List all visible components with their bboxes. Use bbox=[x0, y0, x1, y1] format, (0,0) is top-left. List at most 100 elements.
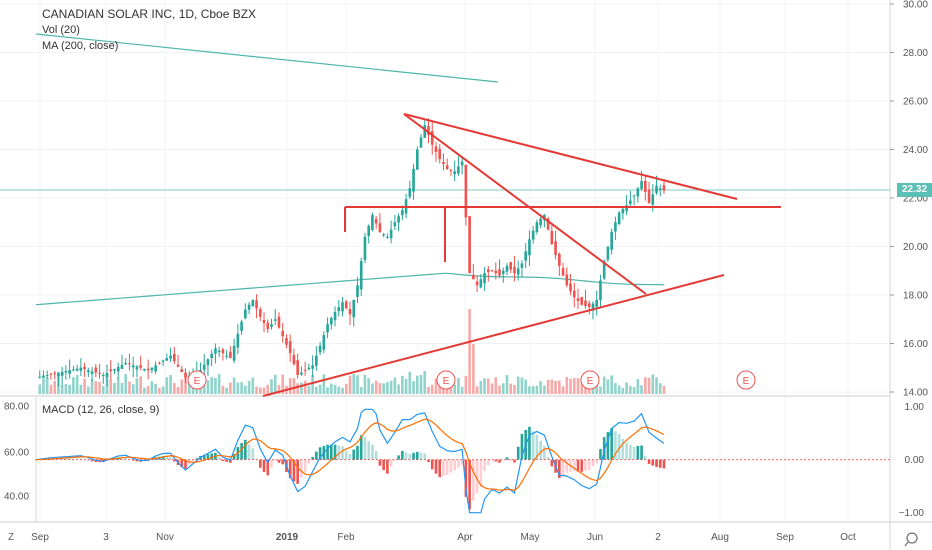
volume-bar bbox=[591, 386, 595, 394]
candle bbox=[307, 363, 311, 371]
volume-bar bbox=[206, 380, 210, 394]
candle bbox=[154, 361, 157, 374]
macd-bar bbox=[229, 459, 232, 463]
support-line[interactable] bbox=[262, 274, 725, 397]
volume-bar bbox=[161, 386, 165, 394]
candle bbox=[561, 262, 565, 277]
volume-bar bbox=[165, 377, 169, 394]
earnings-marker[interactable]: E bbox=[187, 370, 207, 390]
corner-z-icon[interactable]: Z bbox=[8, 532, 15, 543]
volume-bar bbox=[146, 385, 150, 394]
macd-bar bbox=[464, 459, 468, 497]
candle bbox=[229, 346, 232, 359]
volume-bar bbox=[501, 383, 505, 394]
volume-bar bbox=[509, 383, 513, 394]
macd-bar bbox=[543, 445, 546, 460]
volume-bar bbox=[389, 380, 393, 394]
volume-bar bbox=[251, 377, 255, 394]
volume-bar bbox=[131, 384, 135, 394]
ma-line-upper bbox=[35, 33, 499, 83]
volume-bar bbox=[382, 383, 385, 394]
volume-bar bbox=[173, 382, 176, 394]
macd-bar bbox=[79, 458, 83, 460]
candles bbox=[38, 118, 666, 387]
macd-bar bbox=[60, 458, 64, 460]
candle bbox=[371, 212, 374, 232]
macd-bar bbox=[359, 435, 363, 460]
macd-bar bbox=[610, 427, 613, 460]
candle bbox=[83, 362, 86, 378]
candle bbox=[430, 122, 434, 155]
volume-bar bbox=[520, 377, 524, 394]
candle bbox=[341, 296, 344, 317]
price-tick-label: 24.00 bbox=[903, 145, 928, 156]
volume-bar bbox=[240, 382, 243, 394]
earnings-letter: E bbox=[743, 376, 750, 387]
macd-label[interactable]: MACD (12, 26, close, 9) bbox=[42, 404, 160, 416]
volume-bar bbox=[288, 378, 292, 394]
volume-bar bbox=[498, 385, 501, 394]
ma-label[interactable]: MA (200, close) bbox=[42, 40, 119, 52]
earnings-marker[interactable]: E bbox=[436, 370, 456, 390]
candle bbox=[524, 243, 527, 269]
earnings-marker[interactable]: E bbox=[736, 370, 756, 390]
candle bbox=[647, 181, 651, 204]
candle bbox=[498, 259, 501, 279]
price-tick-label: 20.00 bbox=[903, 242, 928, 253]
macd-bar bbox=[277, 459, 281, 463]
macd-bar bbox=[165, 456, 169, 460]
volume-bar bbox=[79, 384, 83, 394]
volume-bar bbox=[546, 379, 550, 394]
volume-bar bbox=[374, 380, 378, 394]
candle bbox=[386, 233, 389, 239]
time-tick-label: 2 bbox=[655, 532, 661, 543]
volume-bar bbox=[378, 383, 382, 394]
candle bbox=[300, 366, 303, 376]
macd-bar bbox=[273, 459, 277, 461]
macd-bar bbox=[587, 459, 591, 471]
volume-bar bbox=[617, 385, 621, 394]
macd-bar bbox=[599, 448, 602, 460]
macd-bar bbox=[311, 456, 314, 460]
candle bbox=[587, 300, 591, 315]
volume-bar bbox=[232, 377, 236, 394]
candle bbox=[53, 371, 56, 380]
volume-bar bbox=[550, 379, 554, 394]
volume-bar bbox=[629, 385, 632, 394]
vol-label[interactable]: Vol (20) bbox=[42, 24, 80, 36]
candle bbox=[490, 270, 494, 273]
trendlines[interactable] bbox=[262, 113, 781, 397]
macd-bar bbox=[401, 451, 404, 460]
volume-bar bbox=[53, 381, 56, 394]
candle bbox=[94, 363, 98, 378]
macd-bar bbox=[434, 459, 438, 474]
volume-bar bbox=[217, 374, 221, 394]
macd-bar bbox=[318, 447, 322, 460]
volume-bar bbox=[505, 375, 509, 394]
candle bbox=[251, 299, 255, 307]
volume-bar bbox=[468, 309, 471, 394]
time-tick-label: 3 bbox=[103, 532, 109, 543]
macd-bar bbox=[330, 444, 333, 460]
price-axis[interactable]: 30.00 28.00 26.00 24.00 22.00 20.00 18.00 16.00… bbox=[890, 0, 928, 399]
volume-bar bbox=[116, 377, 120, 394]
volume-bar bbox=[655, 377, 658, 394]
candle bbox=[169, 347, 172, 363]
candle bbox=[214, 343, 217, 364]
trendline-diagonal[interactable] bbox=[403, 113, 647, 295]
search-icon[interactable] bbox=[904, 532, 918, 547]
volume-bar bbox=[273, 374, 277, 394]
candle bbox=[625, 194, 628, 216]
earnings-letter: E bbox=[443, 376, 450, 387]
time-axis[interactable]: Sep 3 Nov 2019 Feb Apr May Jun 2 Aug Sep Oct bbox=[31, 532, 856, 543]
volume-bar bbox=[558, 380, 561, 394]
macd-axis[interactable]: 1.00 0.00 −1.00 bbox=[899, 402, 925, 519]
volume-bar bbox=[135, 378, 139, 394]
candle bbox=[105, 364, 109, 387]
earnings-marker[interactable]: E bbox=[580, 370, 600, 390]
macd-bar bbox=[397, 455, 400, 460]
trendline-upper[interactable] bbox=[403, 113, 738, 200]
candle bbox=[412, 163, 415, 200]
